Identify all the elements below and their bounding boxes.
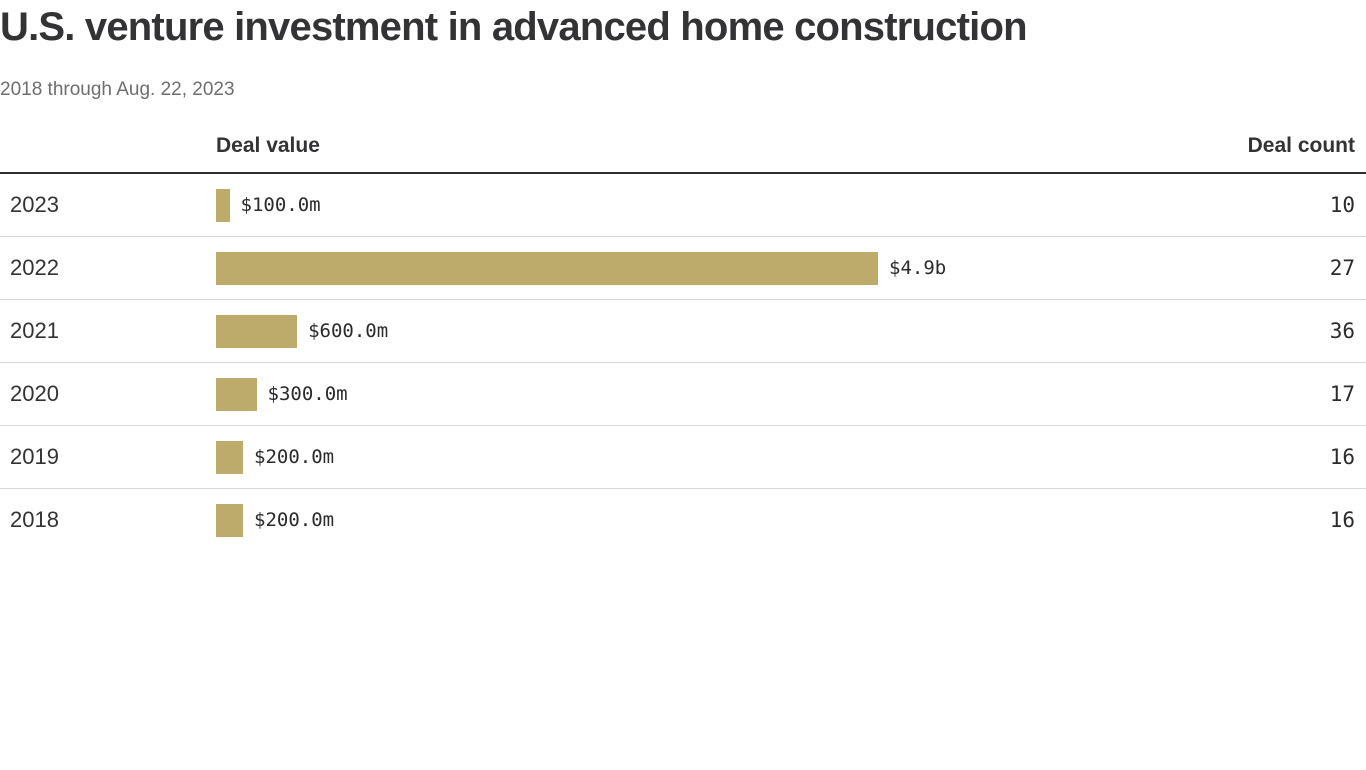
- table-row: 2022 $4.9b 27: [0, 237, 1366, 300]
- deal-value-column-header: Deal value: [216, 134, 320, 157]
- deal-value-bar: [216, 251, 878, 285]
- deal-value-bar: [216, 377, 257, 411]
- year-label: 2023: [10, 192, 59, 217]
- deal-value-label: $200.0m: [254, 446, 335, 468]
- deal-value-cell: $600.0m: [216, 300, 1206, 362]
- chart-subtitle: 2018 through Aug. 22, 2023: [0, 79, 235, 100]
- year-label: 2019: [10, 444, 59, 469]
- chart-title: U.S. venture investment in advanced home…: [0, 5, 1028, 49]
- deal-count-value: 17: [1329, 382, 1355, 406]
- table-header-row: Deal value Deal count: [0, 102, 1366, 174]
- deal-value-bar: [216, 314, 298, 348]
- deal-value-bar: [216, 188, 230, 222]
- deal-value-cell: $100.0m: [216, 174, 1206, 236]
- year-label: 2022: [10, 255, 59, 280]
- year-label: 2018: [10, 507, 59, 532]
- deal-value-cell: $4.9b: [216, 237, 1206, 299]
- table-row: 2023 $100.0m 10: [0, 174, 1366, 237]
- deal-count-column-header: Deal count: [1247, 134, 1355, 157]
- deal-value-label: $100.0m: [240, 194, 321, 216]
- deal-value-label: $200.0m: [254, 509, 335, 531]
- chart-rows: 2023 $100.0m 10 2022 $4.9b 27 2021 $600.0m 36 202…: [0, 174, 1366, 551]
- deal-value-cell: $200.0m: [216, 426, 1206, 488]
- deal-count-value: 36: [1329, 319, 1355, 343]
- table-row: 2019 $200.0m 16: [0, 426, 1366, 489]
- deal-value-label: $4.9b: [889, 257, 947, 279]
- deal-count-value: 16: [1329, 445, 1355, 469]
- deal-value-bar: [216, 503, 243, 537]
- deal-value-cell: $200.0m: [216, 489, 1206, 551]
- deal-count-value: 27: [1329, 256, 1355, 280]
- year-label: 2020: [10, 381, 59, 406]
- table-row: 2021 $600.0m 36: [0, 300, 1366, 363]
- deal-value-bar: [216, 440, 243, 474]
- deal-value-label: $300.0m: [267, 383, 348, 405]
- deal-count-value: 10: [1329, 193, 1355, 217]
- chart-container: U.S. venture investment in advanced home…: [0, 2, 1366, 551]
- deal-value-cell: $300.0m: [216, 363, 1206, 425]
- table-row: 2018 $200.0m 16: [0, 489, 1366, 551]
- table-row: 2020 $300.0m 17: [0, 363, 1366, 426]
- deal-value-label: $600.0m: [308, 320, 389, 342]
- year-label: 2021: [10, 318, 59, 343]
- deal-count-value: 16: [1329, 508, 1355, 532]
